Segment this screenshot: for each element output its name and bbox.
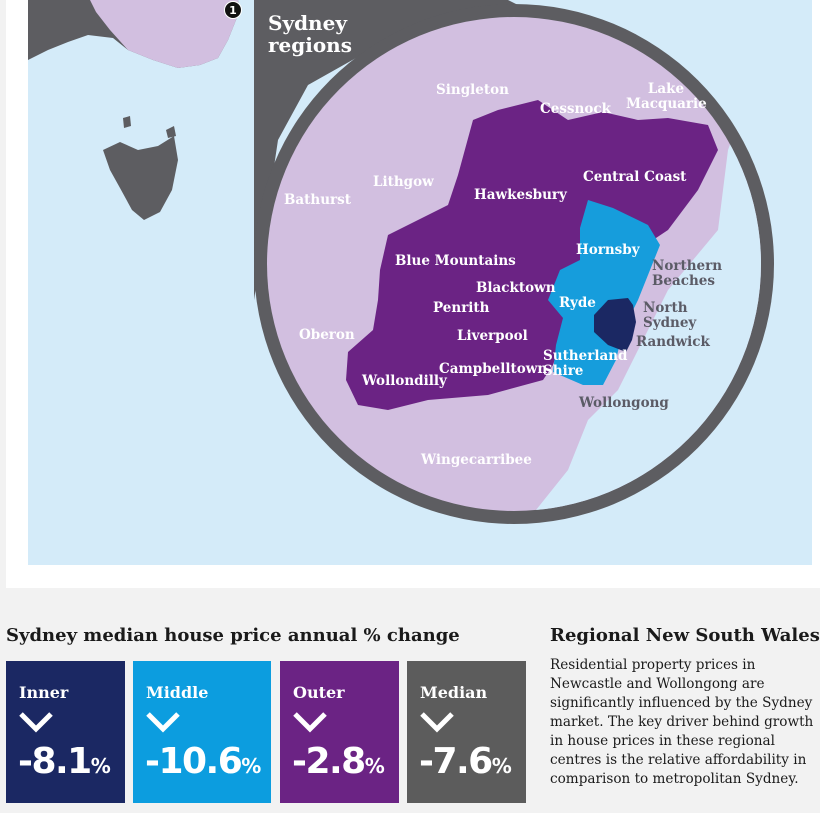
card-value: -8.1% [18,741,111,782]
label-sutherland-shire: Sutherland Shire [543,348,628,379]
label-central-coast: Central Coast [583,169,687,185]
chevron-down-icon [420,712,454,733]
card-value: -7.6% [419,741,512,782]
label-northern-beaches: Northern Beaches [652,258,723,289]
label-hornsby: Hornsby [576,242,640,258]
middle-region [548,200,660,385]
label-north-sydney: North Sydney [643,300,697,331]
side-body: Residential property prices in Newcastle… [550,657,814,787]
marker-badge: 1 [224,1,242,19]
island [123,116,131,128]
stat-card-median: Median -7.6% [407,661,526,803]
stat-card-outer: Outer -2.8% [280,661,399,803]
stat-card-middle: Middle -10.6% [133,661,271,803]
tasmania [103,136,178,220]
inner-region [594,298,636,352]
label-lake-macquarie: Lake Macquarie [626,81,707,112]
card-label: Inner [19,683,69,702]
label-campbelltown: Campbelltown [439,361,548,377]
label-hawkesbury: Hawkesbury [474,187,567,203]
side-title: Regional New South Wales [550,625,820,646]
chart-title: Sydney median house price annual % chang… [6,625,460,646]
label-blacktown: Blacktown [476,280,556,296]
chevron-down-icon [146,712,180,733]
card-value: -10.6% [145,741,262,782]
map-title: Sydney regions [268,11,352,57]
card-label: Outer [293,683,345,702]
label-blue-mountains: Blue Mountains [395,253,516,269]
label-liverpool: Liverpool [457,328,528,344]
stat-card-inner: Inner -8.1% [6,661,125,803]
label-wingecarribee: Wingecarribee [421,452,532,468]
chevron-down-icon [293,712,327,733]
label-lithgow: Lithgow [373,174,434,190]
label-bathurst: Bathurst [284,192,351,208]
card-label: Median [420,683,488,702]
label-randwick: Randwick [636,334,710,350]
outer-region [346,100,718,410]
label-penrith: Penrith [433,300,490,316]
chevron-down-icon [19,712,53,733]
nsw-edge [90,0,240,68]
card-label: Middle [146,683,209,702]
label-singleton: Singleton [436,82,509,98]
card-value: -2.8% [292,741,385,782]
island [166,126,176,138]
sydney-regions-map [28,0,812,565]
label-ryde: Ryde [559,295,596,311]
label-wollondilly: Wollondilly [362,373,447,389]
label-wollongong: Wollongong [579,395,669,411]
label-cessnock: Cessnock [540,101,611,117]
label-oberon: Oberon [299,327,355,343]
